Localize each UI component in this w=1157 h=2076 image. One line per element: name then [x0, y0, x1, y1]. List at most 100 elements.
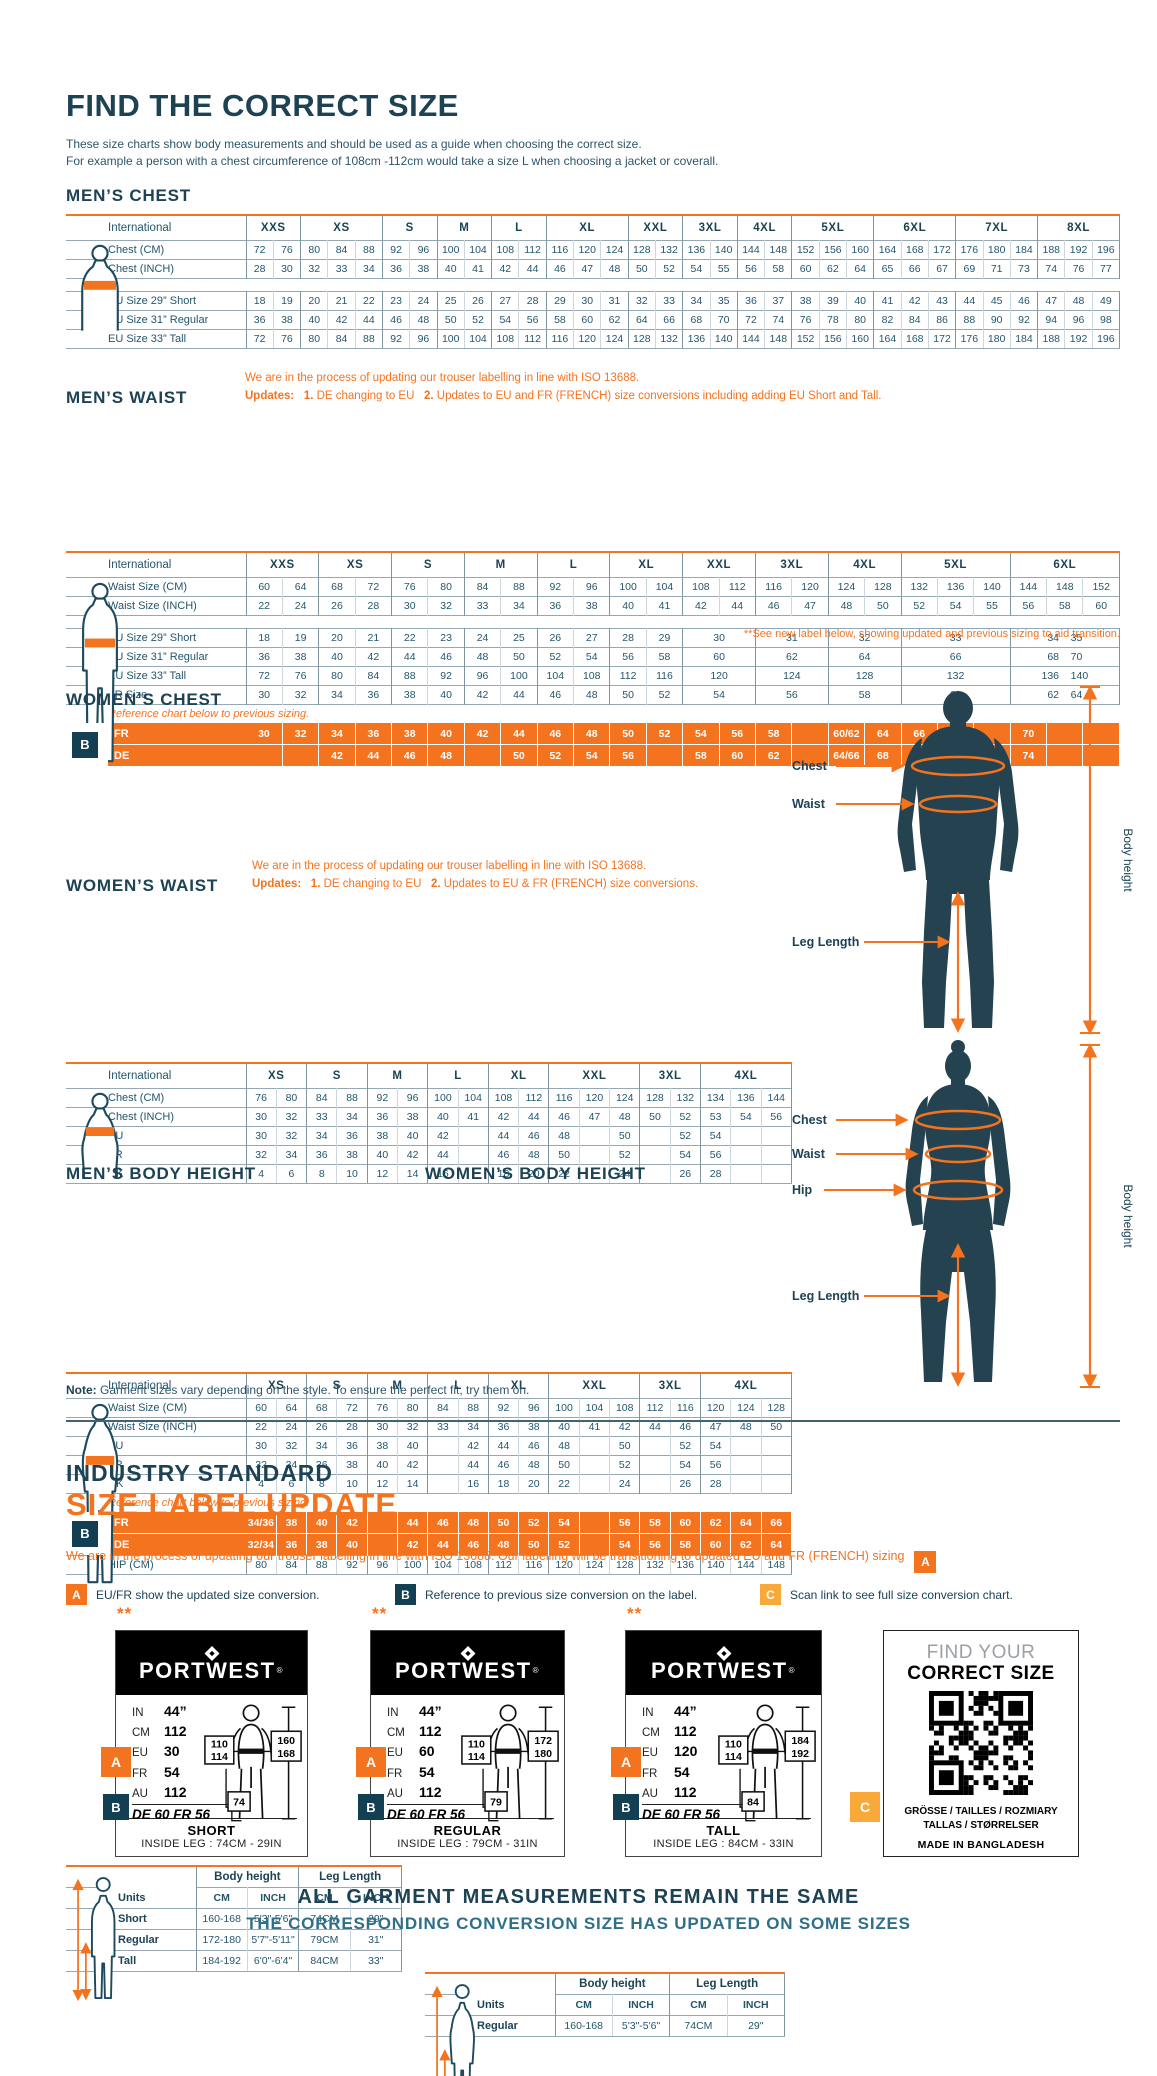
size-cell: 44 [955, 291, 984, 311]
size-cell: 31" [350, 1929, 403, 1951]
size-cell: 36 [355, 685, 393, 705]
table-row: EU Size 31” Regular 36 38 40 42 44 46 48 50 52 54 5… [66, 647, 1121, 667]
row-label: EU Size 33” Tall [108, 329, 247, 349]
size-cell: 108 [458, 1555, 489, 1575]
size-cell: 116 [546, 240, 575, 260]
size-cell: 52 [670, 1436, 701, 1456]
hip-label: Hip [792, 1183, 813, 1197]
row-label: Chest (INCH) [108, 259, 247, 279]
size-cell: 40 [318, 647, 356, 667]
size-column-header: XXL [548, 1064, 641, 1089]
size-cell: 5'3"-5'6" [612, 2015, 671, 2037]
size-cell: 112 [639, 1398, 671, 1418]
size-cell: 168 [901, 329, 929, 349]
size-cell: 58 [639, 1512, 671, 1534]
size-cell: 21 [355, 628, 393, 648]
size-cell: 40 [397, 1126, 429, 1146]
size-cell: 116 [546, 329, 575, 349]
figure-cell [66, 1867, 104, 1888]
table-row: Waist Size (CM) 60 64 68 72 76 80 84 88 92 96 100 10… [66, 577, 1120, 597]
size-cell: 42 [427, 1126, 459, 1146]
size-cell: 144 [730, 1555, 762, 1575]
footer-line-2: THE CORRESPONDING CONVERSION SIZE HAS UP… [246, 1914, 911, 1933]
size-cell: 20 [300, 291, 329, 311]
size-cell: 38 [273, 310, 302, 330]
figure-cell [66, 666, 108, 686]
size-cell: 58 [546, 310, 575, 330]
size-cell: 38 [306, 1533, 338, 1556]
size-cell: 27 [491, 291, 520, 311]
size-cell: 134 [700, 1088, 732, 1108]
size-cell [761, 1474, 793, 1494]
size-cell: 42 [397, 1455, 429, 1475]
size-cell: 30 [246, 1436, 277, 1456]
size-cell: 60 [700, 1533, 732, 1556]
table-row: EU Size 31” Regular 36 38 40 42 44 46 48 50 52 54 5… [66, 310, 1121, 330]
size-cell: 84CM [298, 1950, 351, 1972]
size-cell: 42 [318, 744, 356, 766]
size-cell: 94 [1037, 310, 1066, 330]
body-height-table: Body height Leg Length Units CM INCH CM INCH … [425, 1974, 786, 2037]
size-cell [761, 1145, 793, 1165]
column-label-header: International [108, 553, 247, 578]
size-cell: 74 [1037, 259, 1066, 279]
size-cell: 136 [730, 1088, 762, 1108]
size-cell: 92 [367, 1088, 398, 1108]
row-label: DE [108, 1533, 246, 1556]
size-cell: 50 [548, 1455, 580, 1475]
size-cell: 34 35 [1010, 628, 1121, 648]
size-cell: 132 [901, 577, 938, 597]
size-cell: 60 [670, 1512, 701, 1534]
size-cell: 48 [573, 723, 611, 745]
size-cell: 33 [464, 596, 502, 616]
size-cell: 80 [300, 240, 329, 260]
size-cell: 16 [458, 1474, 489, 1494]
height-box-value: 192 [791, 1748, 809, 1760]
size-cell: 31 [600, 291, 629, 311]
size-cell: 40 [437, 259, 465, 279]
size-cell: 88 [306, 1555, 338, 1575]
figure-cell [425, 1974, 463, 1995]
size-cell: 65 [873, 259, 902, 279]
reference-badge: B [72, 731, 98, 758]
footer-line-1: ALL GARMENT MEASUREMENTS REMAIN THE SAME [297, 1886, 860, 1908]
size-cell [579, 1126, 611, 1146]
size-cell [579, 1455, 611, 1475]
size-cell: 72 [336, 1398, 368, 1418]
update-2-num: 2. [431, 878, 441, 890]
size-row-value: 54 [164, 1763, 180, 1780]
size-cell: 54 [548, 1512, 580, 1534]
size-cell: 92 [537, 577, 575, 597]
size-cell: 58 [670, 1533, 701, 1556]
size-cell: 48 [573, 685, 611, 705]
size-cell: 31 [755, 628, 829, 648]
size-cell: 42 [901, 291, 929, 311]
size-cell: 108 [573, 666, 611, 686]
size-cell: 136 [937, 577, 975, 597]
size-cell: 76 [391, 577, 429, 597]
row-label: EU [108, 1436, 247, 1456]
figure-cell [66, 329, 108, 349]
size-cell: 60 [791, 259, 820, 279]
size-cell: 54 [670, 1145, 701, 1165]
size-cell: 55 [973, 596, 1011, 616]
size-cell: 80 [246, 1555, 277, 1575]
paragraph-text: We are in the process of updating our tr… [66, 1549, 905, 1563]
size-cell [730, 1474, 762, 1494]
size-cell: 80 [276, 1088, 308, 1108]
size-cell: 48 [518, 1145, 550, 1165]
size-row-label: IN [642, 1707, 654, 1719]
size-cell: 38 [336, 1145, 368, 1165]
size-cell: 30 [246, 723, 283, 745]
size-cell: 36 [355, 723, 393, 745]
size-cell: 30 [391, 596, 429, 616]
size-cell: 54 [700, 1436, 732, 1456]
size-cell: 124 [600, 329, 629, 349]
size-cell: 38 [282, 647, 320, 667]
update-2-num: 2. [424, 390, 434, 402]
size-cell: 136 [670, 1555, 701, 1575]
size-cell: 47 [1037, 291, 1066, 311]
size-cell: 5'3"-5'6" [247, 1908, 300, 1930]
table-row: Waist Size (INCH) 22 24 26 28 30 32 33 34 36 38 40 4… [66, 596, 1120, 616]
size-cell: 54 [682, 259, 711, 279]
